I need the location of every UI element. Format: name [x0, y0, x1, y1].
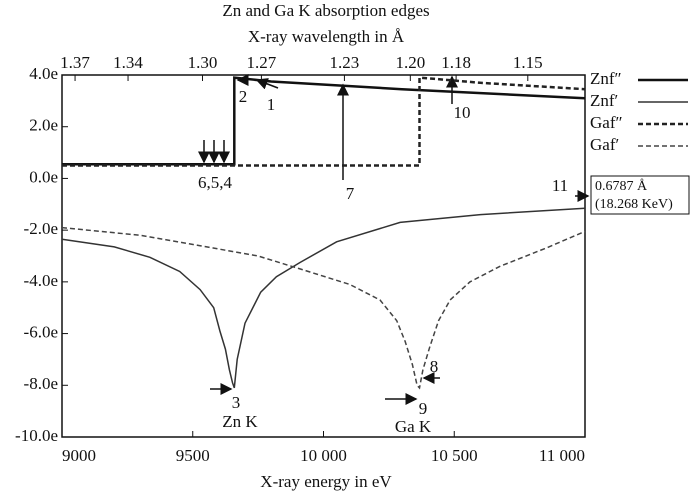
annotation: 0.6787 Å [595, 178, 648, 194]
y-tick-label: -10.0e [15, 426, 58, 445]
annotation: 6,5,4 [198, 173, 233, 192]
annotation: 7 [346, 184, 355, 203]
x-tick-label: 9000 [62, 446, 96, 465]
y-tick-label: -8.0e [24, 374, 58, 393]
series-line [61, 226, 586, 390]
series-line [61, 207, 586, 389]
x2-tick-label: 1.30 [188, 53, 218, 72]
y-tick-label: -2.0e [24, 219, 58, 238]
annotation-box [590, 175, 690, 215]
annotation: 8 [430, 357, 439, 376]
x2-tick-label: 1.18 [441, 53, 471, 72]
legend-label: Gaf′ [590, 135, 619, 154]
x-tick-label: 9500 [176, 446, 210, 465]
annotation: 3 [232, 393, 241, 412]
plot-frame [61, 74, 586, 438]
annotation: Ga K [395, 417, 432, 436]
annotation: 1 [267, 95, 276, 114]
y-tick-label: 4.0e [29, 64, 58, 83]
legend-label: Gaf″ [590, 113, 623, 132]
x2-tick-label: 1.15 [513, 53, 543, 72]
annotation: Zn K [222, 412, 258, 431]
x2-tick-label: 1.34 [113, 53, 143, 72]
x2-tick-label: 1.27 [247, 53, 277, 72]
y-tick-label: 2.0e [29, 116, 58, 135]
x2-axis-label: X-ray wavelength in Å [248, 27, 405, 46]
y-tick-label: -6.0e [24, 322, 58, 341]
x-tick-label: 10 500 [431, 446, 478, 465]
x-axis-label: X-ray energy in eV [260, 472, 392, 491]
y-tick-label: -4.0e [24, 271, 58, 290]
series-line [62, 76, 586, 166]
chart-title: Zn and Ga K absorption edges [222, 1, 429, 20]
annotation: 2 [239, 87, 248, 106]
y-tick-label: 0.0e [29, 167, 58, 186]
x-tick-label: 10 000 [300, 446, 347, 465]
x2-tick-label: 1.23 [330, 53, 360, 72]
series-line [62, 76, 586, 167]
annotation: 9 [419, 399, 428, 418]
annotation: 10 [454, 103, 471, 122]
annotation: (18.268 KeV) [595, 197, 673, 212]
arrows [198, 74, 590, 405]
annotation: 11 [552, 176, 568, 195]
legend-label: Znf″ [590, 69, 622, 88]
x2-tick-label: 1.37 [60, 53, 90, 72]
x2-tick-label: 1.20 [395, 53, 425, 72]
x-tick-label: 11 000 [539, 446, 585, 465]
legend-label: Znf′ [590, 91, 618, 110]
